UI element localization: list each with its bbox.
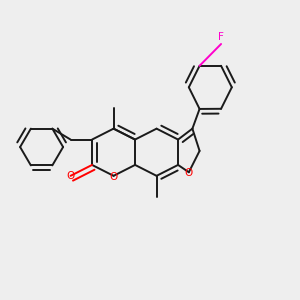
Text: O: O: [110, 172, 118, 182]
Text: O: O: [66, 171, 75, 181]
Text: F: F: [218, 32, 224, 42]
Text: O: O: [185, 168, 193, 178]
